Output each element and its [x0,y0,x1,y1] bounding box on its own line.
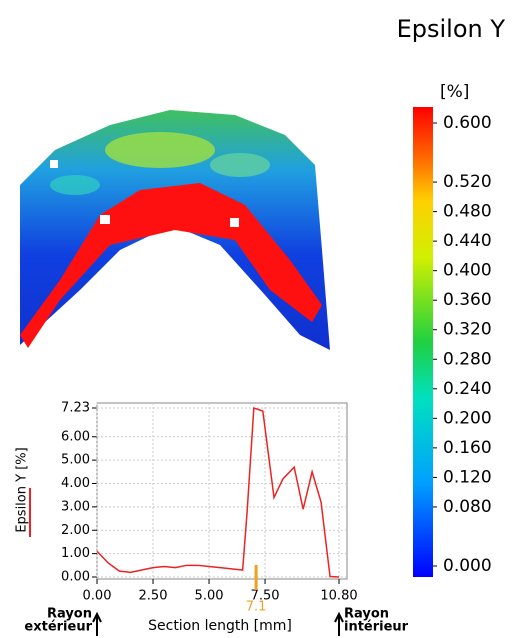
right-label: Rayon [344,607,389,622]
colorbar-tick-label: 0.520 [443,172,492,192]
colorbar-tick-label: 0.320 [443,320,492,340]
colorbar-tick-label: 0.160 [443,438,492,458]
colorbar-gradient [413,107,433,577]
y-tick-label: 3.00 [61,499,90,514]
x-tick-label: 7.50 [251,589,280,604]
y-tick-label: 4.00 [61,476,90,491]
y-tick-label: 6.00 [61,429,90,444]
colorbar-tick-label: 0.120 [443,467,492,487]
x-axis-label: Section length [mm] [148,618,292,634]
right-label: intérieur [344,620,409,635]
colorbar-tick-label: 0.360 [443,290,492,310]
colorbar-tick-label: 0.440 [443,231,492,251]
left-label: Rayon [47,607,92,622]
colorbar-unit: [%] [440,82,469,102]
y-axis-label: Epsilon Y [%] [15,447,30,532]
left-label: extérieur [24,620,92,635]
marker-label: 7.1 [246,600,267,615]
y-tick-label: 2.00 [61,523,90,538]
x-tick-label: 0.00 [83,589,112,604]
arrow-left [92,611,102,636]
strain-field [20,110,330,350]
colorbar-tick-label: 0.480 [443,202,492,222]
colorbar-tick-label: 0.200 [443,408,492,428]
colorbar-tick-label: 0.240 [443,379,492,399]
plot-frame [96,402,348,580]
y-tick-label: 7.23 [61,401,90,416]
colorbar-tick-label: 0.600 [443,113,492,133]
arrow-right [334,611,344,636]
y-tick-label: 1.00 [61,546,90,561]
y-tick-label: 0.00 [61,570,90,585]
line-chart: Epsilon Y [%] Section length [mm] [15,402,348,634]
x-tick-label: 10.80 [320,589,357,604]
colorbar-tick-label: 0.000 [443,556,492,576]
title: Epsilon Y [397,15,506,43]
x-tick-label: 2.50 [139,589,168,604]
colorbar-tick-label: 0.080 [443,497,492,517]
colorbar: [%] [413,82,469,577]
data-line [96,406,340,578]
colorbar-tick-label: 0.400 [443,261,492,281]
colorbar-tick-label: 0.280 [443,349,492,369]
x-tick-label: 5.00 [195,589,224,604]
y-tick-label: 5.00 [61,453,90,468]
